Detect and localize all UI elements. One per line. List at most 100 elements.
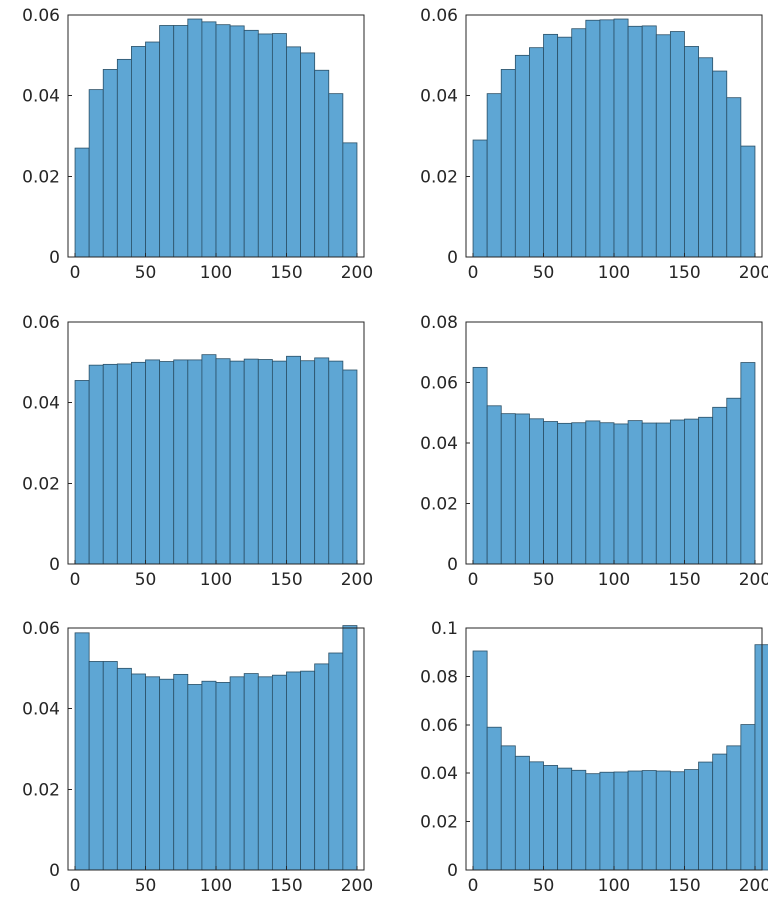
histogram-bar bbox=[159, 25, 175, 258]
histogram-bar bbox=[328, 360, 344, 565]
histogram-bar bbox=[754, 644, 768, 871]
x-tick-label: 50 bbox=[533, 263, 555, 283]
x-tick-label: 100 bbox=[598, 570, 630, 590]
histogram-bar bbox=[472, 650, 488, 871]
x-tick-label: 50 bbox=[533, 876, 555, 896]
histogram-bar bbox=[585, 420, 601, 565]
histogram-bar bbox=[514, 755, 530, 871]
histogram-bar bbox=[88, 89, 104, 258]
histogram-bar bbox=[726, 97, 742, 258]
histogram-bar bbox=[215, 682, 231, 871]
y-tick-label: 0.04 bbox=[22, 394, 60, 414]
x-tick-label: 150 bbox=[270, 876, 302, 896]
histogram-bar bbox=[712, 753, 728, 871]
x-tick-label: 0 bbox=[468, 876, 479, 896]
x-tick-label: 0 bbox=[70, 876, 81, 896]
histogram-bar bbox=[102, 363, 118, 565]
histogram-bar bbox=[243, 358, 259, 565]
y-axis: 0 0.02 0.04 0.06 0.08 0.1 bbox=[420, 619, 470, 881]
histogram-bar bbox=[500, 745, 516, 871]
histogram-bar bbox=[257, 359, 273, 565]
histogram-panel-3: 0 0.02 0.04 0.06 0 50 100 150 200 bbox=[22, 313, 373, 590]
histogram-bar bbox=[229, 360, 245, 565]
histogram-bar bbox=[740, 145, 756, 258]
bars bbox=[472, 644, 768, 871]
histogram-bar bbox=[74, 147, 90, 258]
histogram-bar bbox=[271, 674, 287, 871]
histogram-bar bbox=[698, 416, 714, 565]
histogram-bar bbox=[669, 419, 685, 565]
histogram-bar bbox=[627, 770, 643, 871]
histogram-bar bbox=[500, 69, 516, 258]
histogram-bar bbox=[655, 770, 671, 871]
histogram-bar bbox=[514, 54, 530, 258]
x-tick-label: 0 bbox=[70, 263, 81, 283]
histogram-panel-1: 0 0.02 0.04 0.06 0 50 100 150 200 bbox=[22, 6, 373, 283]
y-tick-label: 0.04 bbox=[22, 87, 60, 107]
histogram-bar bbox=[314, 357, 330, 565]
histogram-bar bbox=[712, 406, 728, 565]
histogram-bar bbox=[131, 673, 146, 871]
x-axis: 0 50 100 150 200 bbox=[70, 560, 373, 590]
histogram-bar bbox=[641, 770, 657, 871]
histogram-bar bbox=[116, 363, 132, 565]
x-tick-label: 200 bbox=[739, 876, 768, 896]
y-tick-label: 0.02 bbox=[420, 813, 458, 833]
histogram-bar bbox=[613, 771, 629, 871]
histogram-panel-6: 0 0.02 0.04 0.06 0.08 0.1 0 50 100 150 200 bbox=[420, 619, 768, 896]
histogram-bar bbox=[300, 360, 316, 565]
y-tick-label: 0.02 bbox=[420, 495, 458, 515]
x-tick-label: 100 bbox=[200, 876, 232, 896]
histogram-bar bbox=[627, 420, 643, 565]
x-tick-label: 0 bbox=[468, 263, 479, 283]
histogram-bar bbox=[613, 423, 629, 565]
histogram-bar bbox=[74, 380, 90, 565]
x-tick-label: 150 bbox=[270, 263, 302, 283]
x-axis: 0 50 100 150 200 bbox=[468, 253, 768, 283]
histogram-bar bbox=[201, 680, 217, 871]
histogram-bar bbox=[314, 663, 330, 871]
histogram-bar bbox=[726, 745, 742, 871]
histogram-bar bbox=[187, 18, 203, 258]
y-tick-label: 0.04 bbox=[420, 764, 458, 784]
x-tick-label: 100 bbox=[200, 570, 232, 590]
histogram-bar bbox=[472, 366, 488, 565]
y-tick-label: 0.04 bbox=[22, 700, 60, 720]
bars bbox=[74, 18, 358, 258]
y-axis: 0 0.02 0.04 0.06 0.08 bbox=[420, 313, 470, 575]
histogram-bar bbox=[286, 671, 301, 871]
y-tick-label: 0.06 bbox=[420, 374, 458, 394]
histogram-bar bbox=[342, 142, 358, 258]
histogram-bar bbox=[173, 673, 189, 871]
histogram-bar bbox=[726, 397, 742, 565]
histogram-bar bbox=[187, 359, 203, 565]
histogram-bar bbox=[529, 418, 544, 565]
histogram-bar bbox=[684, 769, 699, 871]
histogram-bar bbox=[500, 413, 516, 565]
histogram-bar bbox=[159, 678, 175, 871]
y-tick-label: 0.08 bbox=[420, 667, 458, 687]
histogram-bar bbox=[543, 33, 559, 258]
y-axis: 0 0.02 0.04 0.06 bbox=[22, 619, 72, 881]
histogram-bar bbox=[243, 673, 259, 871]
histogram-bar bbox=[145, 41, 161, 258]
histogram-bar bbox=[613, 18, 629, 258]
histogram-bar bbox=[229, 676, 245, 871]
histogram-bar bbox=[557, 36, 573, 258]
y-tick-label: 0 bbox=[49, 248, 60, 268]
y-tick-label: 0.02 bbox=[22, 780, 60, 800]
y-tick-label: 0 bbox=[447, 248, 458, 268]
y-tick-label: 0.04 bbox=[420, 434, 458, 454]
histogram-bar bbox=[145, 676, 161, 871]
y-tick-label: 0.04 bbox=[420, 87, 458, 107]
x-tick-label: 50 bbox=[135, 263, 157, 283]
y-tick-label: 0.02 bbox=[22, 167, 60, 187]
histogram-bar bbox=[486, 726, 502, 871]
x-tick-label: 50 bbox=[135, 876, 157, 896]
x-tick-label: 200 bbox=[739, 570, 768, 590]
histogram-bar bbox=[300, 670, 316, 871]
histogram-bar bbox=[328, 652, 344, 871]
histogram-bar bbox=[627, 25, 643, 258]
histogram-bar bbox=[314, 69, 330, 258]
histogram-bar bbox=[88, 364, 104, 565]
